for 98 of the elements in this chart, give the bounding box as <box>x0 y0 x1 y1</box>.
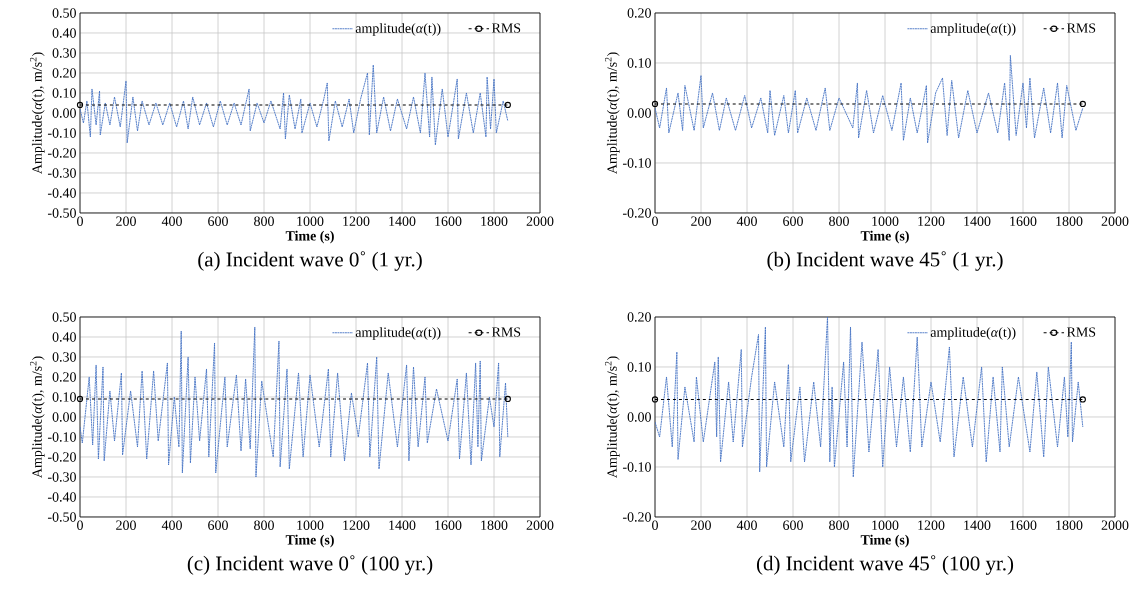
x-tick-label: 2000 <box>526 520 554 530</box>
x-tick-label: 600 <box>783 520 803 530</box>
y-tick-label: -0.40 <box>47 492 76 502</box>
y-tick-label: 0.20 <box>627 312 651 322</box>
y-tick-label: 0.00 <box>52 108 76 118</box>
x-tick-label: 1000 <box>872 520 899 530</box>
x-tick-label: 1400 <box>964 520 991 530</box>
x-tick-label: 400 <box>736 520 757 530</box>
y-tick-label: -0.30 <box>47 472 76 482</box>
line-series <box>80 64 509 146</box>
text: (a) Incident wave 0˚ (1 yr.) <box>198 251 422 271</box>
y-tick-label: -0.10 <box>622 462 651 472</box>
y-tick-label: 0.40 <box>52 28 76 38</box>
x-tick-label: 1200 <box>343 520 370 530</box>
x-tick-label: 1600 <box>435 520 462 530</box>
x-axis-title: Time (s) <box>860 534 909 548</box>
x-tick-label: 2000 <box>1101 520 1129 530</box>
legend-label: amplitude(α(t)) <box>930 23 1016 36</box>
x-tick-label: 2000 <box>1101 216 1129 226</box>
y-tick-label: -0.30 <box>47 168 76 178</box>
legend-label: RMS <box>1066 327 1096 337</box>
x-tick-label: 1600 <box>435 216 462 226</box>
x-tick-label: 1200 <box>918 520 945 530</box>
x-tick-label: 200 <box>116 216 136 226</box>
y-tick-label: 0.20 <box>52 372 76 382</box>
legend-label: RMS <box>491 23 521 33</box>
x-tick-label: 0 <box>652 520 658 530</box>
x-tick-label: 1000 <box>872 216 899 226</box>
y-tick-label: -0.40 <box>47 188 76 198</box>
y-tick-label: -0.10 <box>47 128 76 138</box>
y-axis-title: Amplitude(α(t), m/s$^{2}$) <box>604 52 620 174</box>
x-tick-label: 1600 <box>1010 520 1037 530</box>
x-tick-label: 1600 <box>1010 216 1037 226</box>
text: (d) Incident wave 45˚ (100 yr.) <box>756 555 1014 575</box>
x-tick-label: 600 <box>783 216 803 226</box>
y-tick-label: -0.20 <box>47 148 76 158</box>
y-tick-label: 0.30 <box>52 352 76 362</box>
x-tick-label: 200 <box>116 520 136 530</box>
y-tick-label: -0.50 <box>47 208 76 218</box>
y-tick-label: 0.30 <box>52 48 76 58</box>
x-tick-label: 1200 <box>343 216 370 226</box>
y-tick-label: -0.50 <box>47 512 76 522</box>
y-tick-label: -0.20 <box>622 208 651 218</box>
x-tick-label: 800 <box>254 216 274 226</box>
text: (b) Incident wave 45˚ (1 yr.) <box>767 251 1003 271</box>
text: (c) Incident wave 0˚ (100 yr.) <box>187 555 433 575</box>
y-tick-label: 0.00 <box>52 412 76 422</box>
x-tick-label: 1400 <box>389 216 416 226</box>
x-tick-label: 1800 <box>1056 216 1083 226</box>
y-tick-label: 0.10 <box>52 88 76 98</box>
x-tick-label: 1400 <box>389 520 416 530</box>
x-tick-label: 600 <box>208 216 228 226</box>
x-tick-label: 1800 <box>481 216 508 226</box>
x-tick-label: 400 <box>736 216 757 226</box>
x-tick-label: 200 <box>691 216 711 226</box>
y-tick-label: 0.40 <box>52 332 76 342</box>
y-tick-label: 0.50 <box>52 8 76 18</box>
x-tick-label: 1200 <box>918 216 945 226</box>
legend-label: amplitude(α(t)) <box>355 23 441 36</box>
y-tick-label: 0.50 <box>52 312 76 322</box>
y-axis-title: Amplitude(α(t), m/s$^{2}$) <box>604 356 620 478</box>
legend-label: amplitude(α(t)) <box>930 327 1016 340</box>
x-tick-label: 800 <box>829 520 849 530</box>
x-tick-label: 600 <box>208 520 228 530</box>
x-tick-label: 1000 <box>297 520 324 530</box>
x-tick-label: 1000 <box>297 216 324 226</box>
x-tick-label: 400 <box>161 520 182 530</box>
x-tick-label: 0 <box>77 520 83 530</box>
x-tick-label: 1400 <box>964 216 991 226</box>
x-tick-label: 2000 <box>526 216 554 226</box>
y-tick-label: 0.00 <box>627 108 651 118</box>
x-tick-label: 1800 <box>1056 520 1083 530</box>
x-tick-label: 200 <box>691 520 711 530</box>
y-tick-label: 0.10 <box>52 392 76 402</box>
y-tick-label: -0.10 <box>622 158 651 168</box>
x-axis-title: Time (s) <box>860 230 909 244</box>
legend-label: RMS <box>491 327 521 337</box>
x-tick-label: 0 <box>652 216 658 226</box>
y-axis-title: Amplitude(α(t), m/s$^{2}$) <box>29 356 45 478</box>
y-tick-label: -0.20 <box>622 512 651 522</box>
y-tick-label: -0.10 <box>47 432 76 442</box>
y-tick-label: 0.00 <box>627 412 651 422</box>
legend-label: amplitude(α(t)) <box>355 327 441 340</box>
x-axis-title: Time (s) <box>285 534 334 548</box>
x-tick-label: 0 <box>77 216 83 226</box>
y-tick-label: -0.20 <box>47 452 76 462</box>
y-tick-label: 0.10 <box>627 362 651 372</box>
y-tick-label: 0.20 <box>52 68 76 78</box>
x-axis-title: Time (s) <box>285 230 334 244</box>
line-series <box>655 55 1084 144</box>
x-tick-label: 800 <box>254 520 274 530</box>
y-tick-label: 0.20 <box>627 8 651 18</box>
y-tick-label: 0.10 <box>627 58 651 68</box>
x-tick-label: 400 <box>161 216 182 226</box>
x-tick-label: 800 <box>829 216 849 226</box>
y-axis-title: Amplitude(α(t), m/s$^{2}$) <box>29 52 45 174</box>
legend-label: RMS <box>1066 23 1096 33</box>
x-tick-label: 1800 <box>481 520 508 530</box>
